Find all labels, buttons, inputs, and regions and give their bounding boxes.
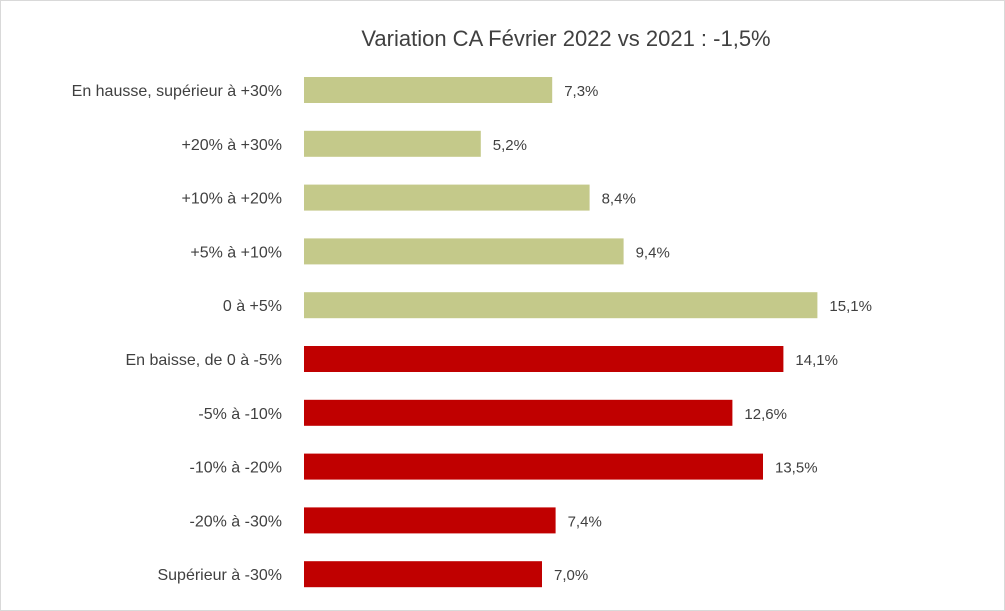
category-label: -20% à -30% bbox=[190, 513, 283, 530]
category-label: En hausse, supérieur à +30% bbox=[72, 83, 282, 100]
chart-title: Variation CA Février 2022 vs 2021 : -1,5… bbox=[361, 26, 770, 51]
value-label: 7,3% bbox=[564, 83, 598, 100]
bar bbox=[304, 77, 553, 103]
category-label: Supérieur à -30% bbox=[157, 567, 282, 584]
category-label: +5% à +10% bbox=[190, 244, 282, 261]
value-label: 12,6% bbox=[744, 406, 787, 423]
bar bbox=[304, 184, 590, 211]
value-label: 5,2% bbox=[493, 137, 527, 154]
value-label: 9,4% bbox=[636, 244, 670, 261]
value-label: 13,5% bbox=[775, 460, 818, 477]
bars-group: En hausse, supérieur à +30% 7,3% +20% à +3… bbox=[72, 77, 872, 588]
value-label: 7,4% bbox=[568, 513, 602, 530]
bar bbox=[304, 399, 733, 426]
bar bbox=[304, 292, 818, 319]
category-label: -5% à -10% bbox=[198, 406, 282, 423]
category-label: En baisse, de 0 à -5% bbox=[125, 352, 282, 369]
category-label: 0 à +5% bbox=[223, 298, 282, 315]
bar bbox=[304, 453, 763, 480]
value-label: 8,4% bbox=[602, 191, 636, 208]
value-label: 14,1% bbox=[795, 352, 838, 369]
bar bbox=[304, 346, 784, 372]
category-label: +10% à +20% bbox=[181, 191, 282, 208]
bar bbox=[304, 130, 481, 157]
category-label: +20% à +30% bbox=[181, 137, 282, 154]
bar bbox=[304, 238, 624, 265]
value-label: 7,0% bbox=[554, 567, 588, 584]
bar bbox=[304, 507, 556, 534]
category-label: -10% à -20% bbox=[190, 460, 283, 477]
bar bbox=[304, 561, 542, 588]
value-label: 15,1% bbox=[829, 298, 872, 315]
